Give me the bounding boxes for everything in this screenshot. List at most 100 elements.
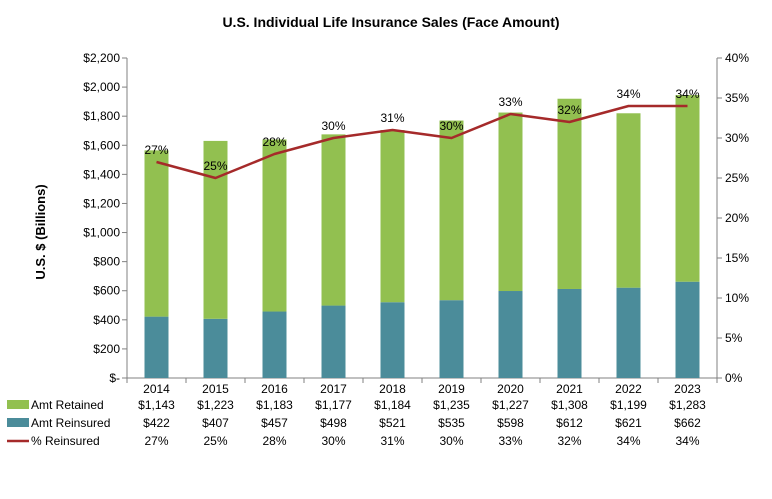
table-cell: $598 [497,416,524,430]
line-data-label: 31% [380,111,404,125]
y2-tick-label: 15% [725,251,749,265]
table-cell: $1,283 [669,398,706,412]
table-cell: 27% [144,434,168,448]
table-cell: $1,227 [492,398,529,412]
bar-amt-retained [203,140,228,319]
y2-tick-label: 40% [725,51,749,65]
bars [144,95,700,378]
bar-amt-retained [262,139,287,312]
y-tick-label: $1,800 [83,109,120,123]
y2-tick-label: 25% [725,171,749,185]
bar-amt-reinsured [439,300,464,378]
legend-label-amt-retained: Amt Retained [31,398,104,412]
table-cell: $457 [261,416,288,430]
bar-amt-reinsured [380,302,405,378]
table-cell: 30% [321,434,345,448]
bar-amt-reinsured [557,288,582,378]
table-cell: 31% [380,434,404,448]
x-tick-label: 2023 [674,382,701,396]
y2-tick-label: 20% [725,211,749,225]
table-cell: $621 [615,416,642,430]
bar-amt-reinsured [203,318,228,378]
x-tick-label: 2021 [556,382,583,396]
y-tick-label: $1,400 [83,167,120,181]
table-cell: 28% [262,434,286,448]
table-cell: 32% [557,434,581,448]
y2-tick-label: 30% [725,131,749,145]
axes: $- $200 $400 $600 $800 $1,000 $1,200 $1,400 $1,6… [83,51,749,385]
x-tick-label: 2015 [202,382,229,396]
y-tick-label: $200 [93,342,120,356]
x-tick-label: 2017 [320,382,347,396]
y-tick-label: $2,200 [83,51,120,65]
bar-amt-reinsured [144,316,169,378]
y-tick-label: $2,000 [83,80,120,94]
legend-label-amt-reinsured: Amt Reinsured [31,416,110,430]
table-cell: $1,235 [433,398,470,412]
y-tick-label: $1,600 [83,138,120,152]
y-tick-label: $1,200 [83,196,120,210]
legend-key-amt-retained [7,400,29,409]
legend-key-amt-reinsured [7,418,29,427]
x-tick-label: 2020 [497,382,524,396]
x-tick-label: 2022 [615,382,642,396]
line-data-label: 34% [675,87,699,101]
table-cell: 34% [616,434,640,448]
x-tick-label: 2014 [143,382,170,396]
table-cell: 33% [498,434,522,448]
line-data-label: 27% [144,143,168,157]
bar-amt-retained [144,150,169,317]
y2-tick-label: 10% [725,291,749,305]
y-tick-label: $800 [93,255,120,269]
table-cell: $1,308 [551,398,588,412]
line-data-label: 32% [557,103,581,117]
table-cell: $612 [556,416,583,430]
y-tick-label: $600 [93,284,120,298]
table-cell: 25% [203,434,227,448]
legend-label-pct-reinsured: % Reinsured [31,434,100,448]
chart-title: U.S. Individual Life Insurance Sales (Fa… [222,14,559,30]
line-data-label: 30% [439,119,463,133]
bar-amt-retained [321,134,346,306]
bar-amt-reinsured [616,287,641,378]
y2-tick-label: 35% [725,91,749,105]
table-cell: $535 [438,416,465,430]
bar-amt-reinsured [498,291,523,378]
table-cell: $407 [202,416,229,430]
line-data-label: 25% [203,159,227,173]
y-tick-label: $400 [93,313,120,327]
line-data-label: 34% [616,87,640,101]
table-cell: $422 [143,416,170,430]
line-data-label: 33% [498,95,522,109]
bar-amt-retained [439,120,464,301]
table-cell: $1,143 [138,398,175,412]
table-cell: $1,223 [197,398,234,412]
y-tick-label: $- [109,371,120,385]
y-axis-label: U.S. $ (Billions) [33,184,48,279]
bar-amt-retained [380,130,405,303]
bar-amt-retained [498,112,523,292]
reinsured-line-path [156,104,688,180]
x-tick-label: 2019 [438,382,465,396]
table-cell: $1,183 [256,398,293,412]
reinsured-line: 27% 25% 28% 30% 31% 30% 33% 32% 34% 34% [144,87,700,180]
x-tick-label: 2016 [261,382,288,396]
data-table: 2014 2015 2016 2017 2018 2019 2020 2021 2022 2023… [7,382,706,448]
line-data-label: 28% [262,135,286,149]
y-tick-label: $1,000 [83,226,120,240]
table-cell: $662 [674,416,701,430]
table-cell: $1,184 [374,398,411,412]
table-cell: 34% [675,434,699,448]
y2-tick-label: 0% [725,371,743,385]
line-data-label: 30% [321,119,345,133]
table-cell: $521 [379,416,406,430]
table-cell: $498 [320,416,347,430]
bar-amt-reinsured [321,305,346,378]
bar-amt-retained [557,98,582,289]
y2-tick-label: 5% [725,331,743,345]
table-cell: 30% [439,434,463,448]
bar-amt-retained [616,113,641,288]
bar-amt-reinsured [675,281,700,378]
